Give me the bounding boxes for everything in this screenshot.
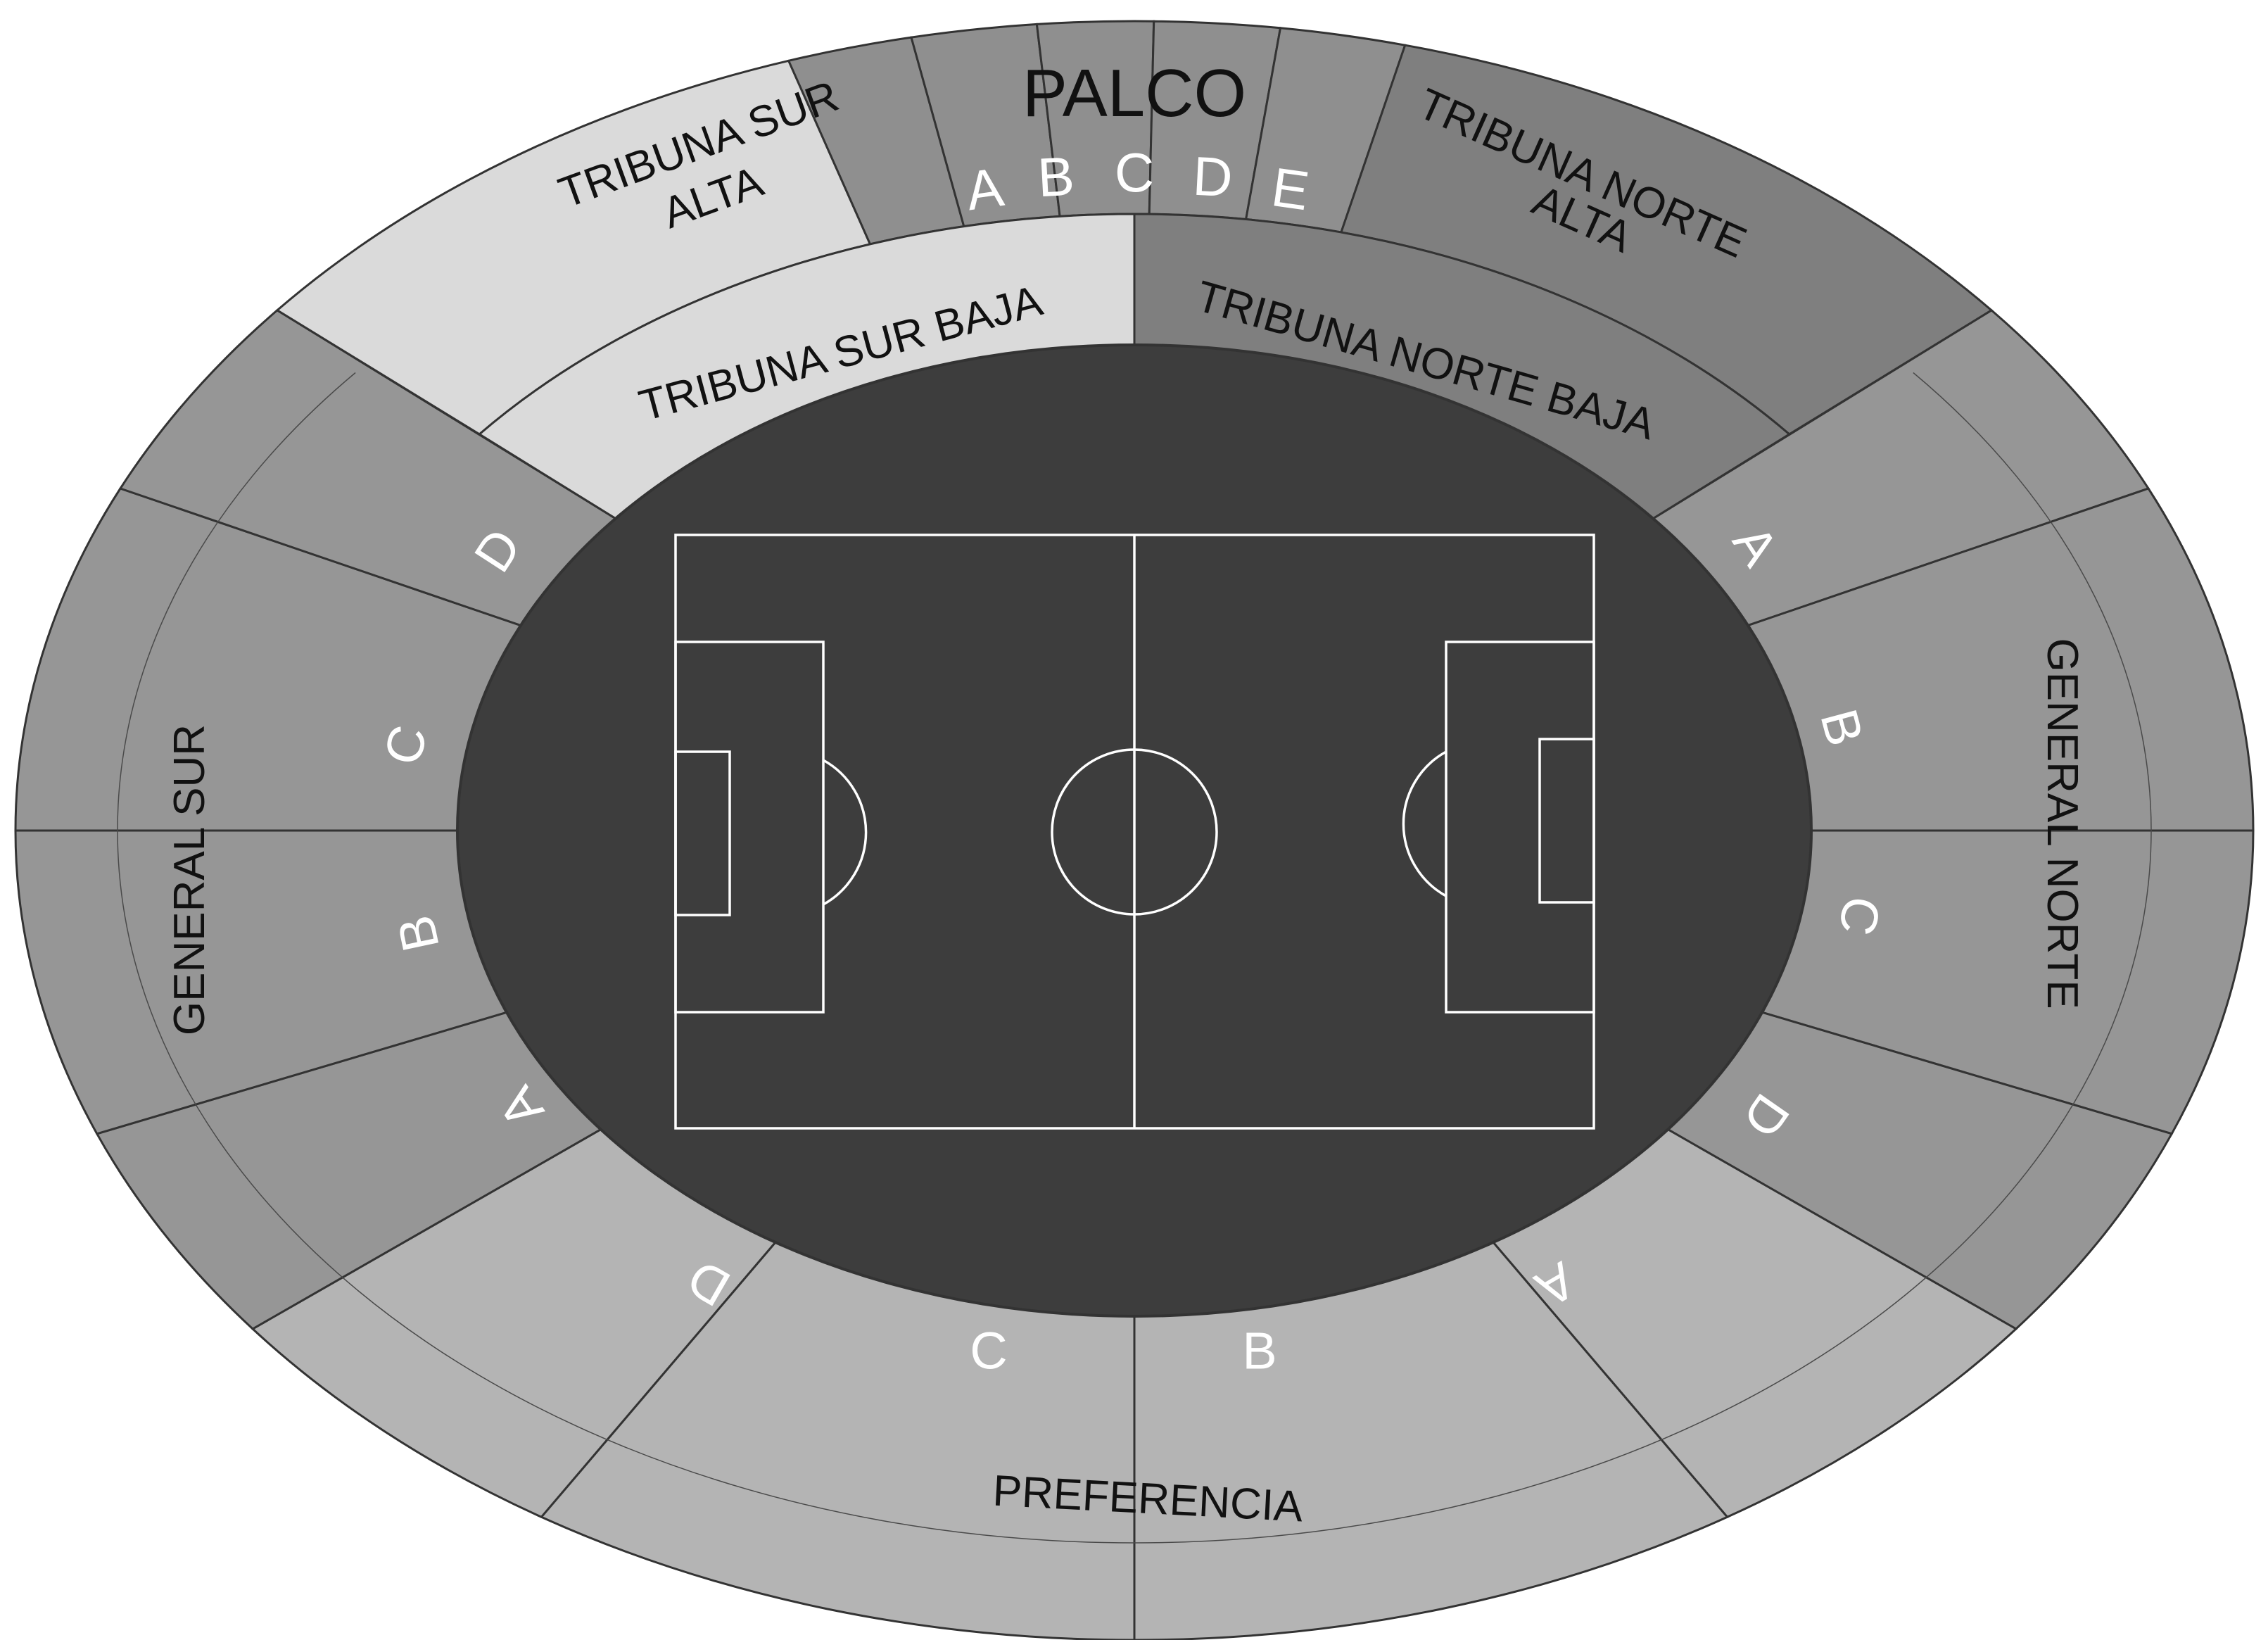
right-goal-area xyxy=(1538,738,1595,904)
label-preferencia-c: C xyxy=(970,1322,1007,1380)
sub-ring-line xyxy=(117,372,2152,1544)
right-penalty-arc xyxy=(1402,750,1447,897)
center-circle xyxy=(1051,748,1218,916)
label-palco-d: D xyxy=(1191,145,1234,209)
left-penalty-arc xyxy=(823,759,868,906)
seating-sections xyxy=(14,20,2255,1640)
label-general-norte: GENERAL NORTE xyxy=(2038,638,2086,1009)
sub-section-dividers xyxy=(117,372,2152,1544)
football-pitch xyxy=(674,534,1595,1130)
label-palco: PALCO xyxy=(1022,56,1246,131)
label-palco-e: E xyxy=(1268,156,1313,222)
label-general-sur: GENERAL SUR xyxy=(165,724,214,1035)
label-palco-a: A xyxy=(962,156,1007,222)
label-palco-c: C xyxy=(1115,141,1154,203)
label-palco-b: B xyxy=(1036,145,1076,209)
label-preferencia-b: B xyxy=(1242,1322,1276,1380)
left-goal-area xyxy=(674,750,731,916)
